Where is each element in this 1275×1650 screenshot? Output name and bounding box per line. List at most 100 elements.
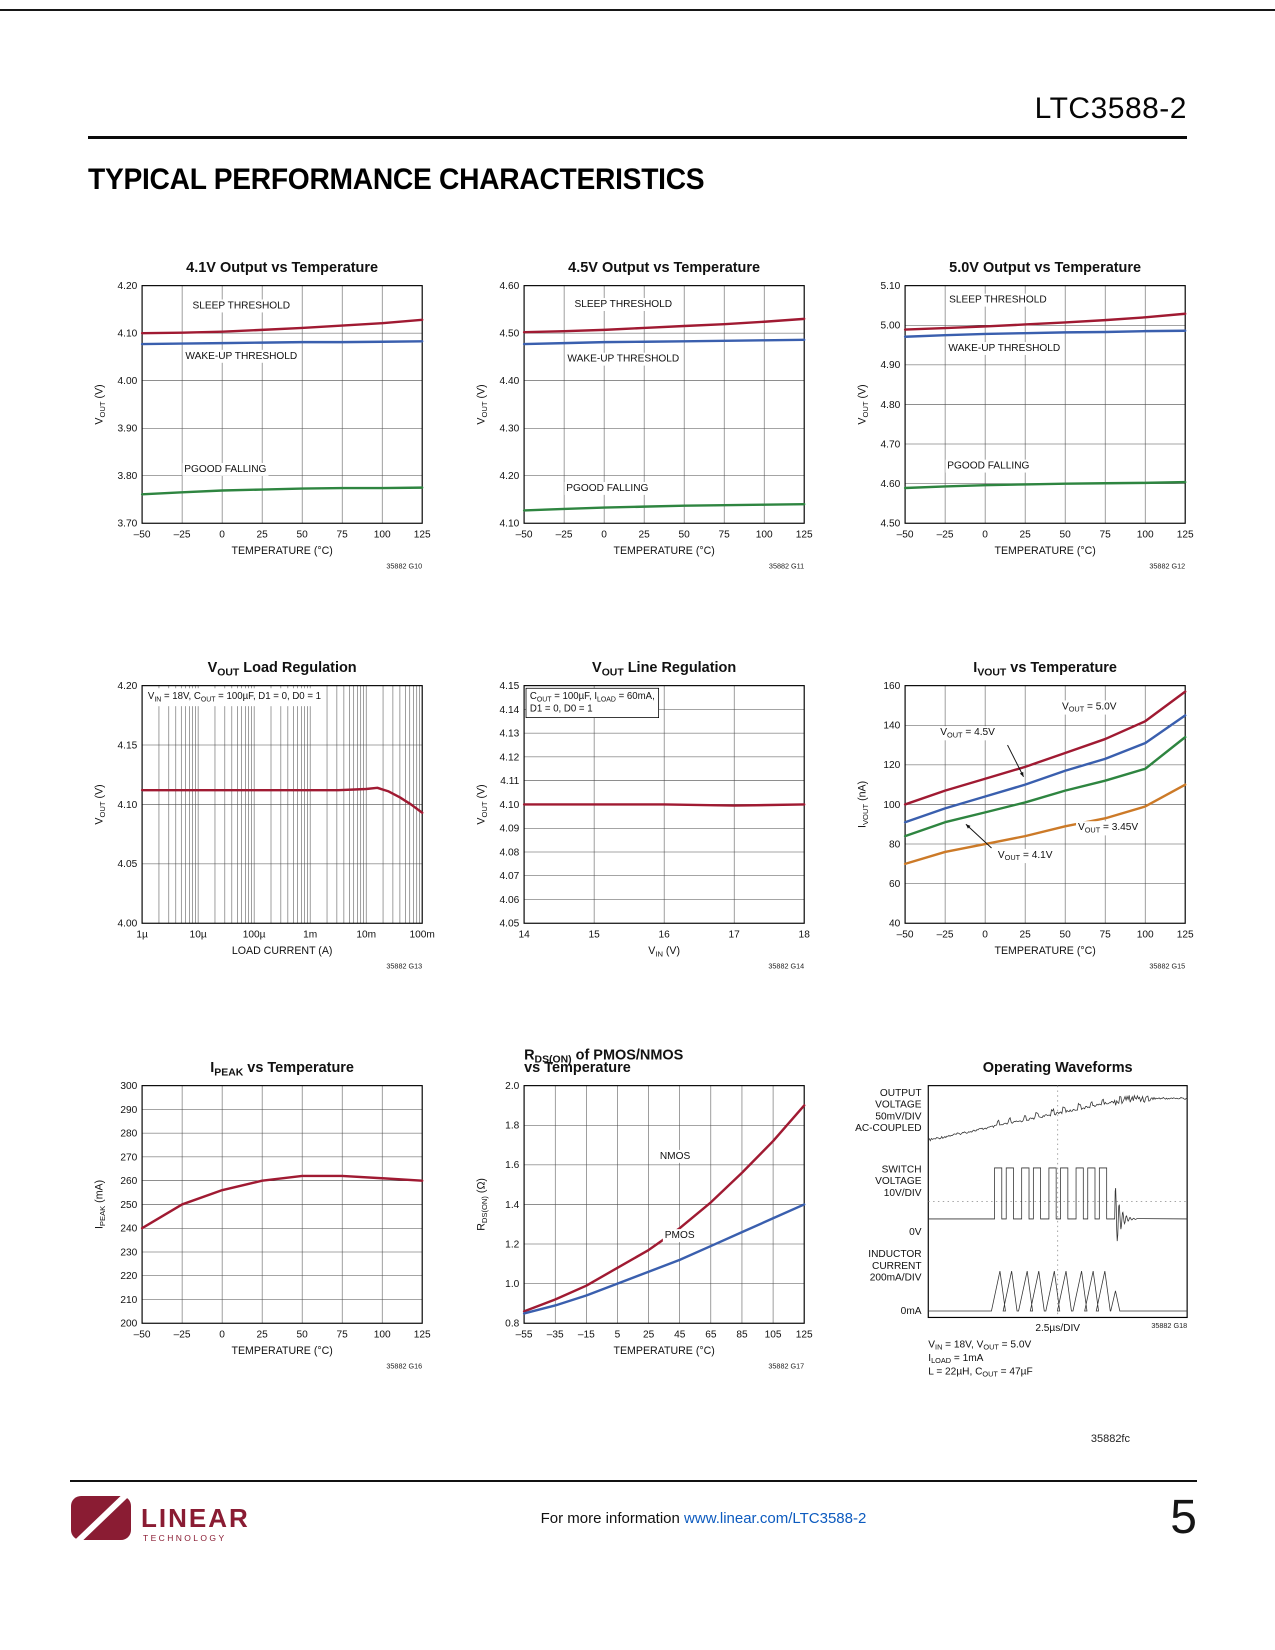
svg-text:50: 50 [678,530,690,541]
svg-text:100µ: 100µ [243,930,266,941]
svg-text:80: 80 [889,839,901,850]
svg-text:PMOS: PMOS [664,1230,694,1241]
svg-text:35882 G10: 35882 G10 [386,562,422,571]
svg-text:–25: –25 [937,930,954,941]
svg-text:125: 125 [795,530,812,541]
svg-text:4.09: 4.09 [499,824,519,835]
svg-text:WAKE-UP THRESHOLD: WAKE-UP THRESHOLD [185,351,297,362]
svg-text:280: 280 [120,1129,137,1140]
svg-text:0: 0 [219,1330,225,1341]
svg-text:5.00: 5.00 [881,321,901,332]
svg-text:IVOUT (nA): IVOUT (nA) [857,781,870,828]
svg-text:4.5V Output vs Temperature: 4.5V Output vs Temperature [568,260,760,276]
svg-text:50: 50 [297,1330,309,1341]
svg-text:TEMPERATURE (°C): TEMPERATURE (°C) [613,545,714,557]
svg-text:240: 240 [120,1224,137,1235]
svg-text:VOUT (V): VOUT (V) [93,784,106,824]
footer-row: LINEAR TECHNOLOGY For more information w… [70,1494,1197,1542]
svg-text:65: 65 [705,1330,717,1341]
svg-text:TEMPERATURE (°C): TEMPERATURE (°C) [231,1345,332,1357]
svg-text:100: 100 [1137,530,1154,541]
svg-text:1.2: 1.2 [505,1239,519,1250]
svg-text:25: 25 [257,530,269,541]
svg-text:TEMPERATURE (°C): TEMPERATURE (°C) [231,545,332,557]
chart-g14: VOUT Line Regulation 14 15 16 17 18 4.05 4.06 4.… [466,647,834,987]
footer-link[interactable]: www.linear.com/LTC3588-2 [684,1509,867,1527]
svg-text:4.70: 4.70 [881,439,901,450]
svg-text:VOUT (V): VOUT (V) [857,384,870,424]
svg-text:25: 25 [257,1330,269,1341]
chart-g17: RDS(ON) of PMOS/NMOS vs Temperature –55 –35… [466,1047,834,1387]
svg-text:4.40: 4.40 [499,376,519,387]
svg-text:VOUT = 4.5V: VOUT = 4.5V [941,727,996,739]
svg-text:TEMPERATURE (°C): TEMPERATURE (°C) [613,1345,714,1357]
svg-text:85: 85 [736,1330,748,1341]
svg-text:10m: 10m [356,930,376,941]
svg-text:160: 160 [884,681,901,692]
svg-text:4.12: 4.12 [499,752,519,763]
svg-text:4.05: 4.05 [118,859,138,870]
svg-text:2.5µs/DIV: 2.5µs/DIV [1036,1323,1081,1334]
svg-text:4.00: 4.00 [118,376,138,387]
svg-text:4.1V Output vs Temperature: 4.1V Output vs Temperature [186,260,378,276]
svg-text:INDUCTOR: INDUCTOR [869,1249,922,1260]
chart-g18: Operating Waveforms OUTPUT VOLTAGE 50mV/DIV… [847,1047,1215,1387]
chart-g15: IVOUT vs Temperature –50 –25 0 25 50 75 100 125 4… [847,647,1215,987]
svg-text:VIN = 18V, VOUT = 5.0V: VIN = 18V, VOUT = 5.0V [929,1339,1032,1351]
footer-info: For more information www.linear.com/LTC3… [330,1510,1077,1527]
svg-text:120: 120 [884,760,901,771]
svg-text:L = 22µH, COUT = 47µF: L = 22µH, COUT = 47µF [929,1366,1033,1378]
svg-text:15: 15 [588,930,600,941]
svg-text:140: 140 [884,721,901,732]
svg-text:35882 G16: 35882 G16 [386,1362,422,1371]
svg-text:125: 125 [1177,530,1194,541]
svg-text:220: 220 [120,1271,137,1282]
chart-svg-g12: 5.0V Output vs Temperature –50 –25 0 25 50 75 1… [857,260,1195,571]
svg-text:TEMPERATURE (°C): TEMPERATURE (°C) [995,945,1096,957]
svg-text:35882 G15: 35882 G15 [1150,962,1186,971]
svg-text:4.05: 4.05 [499,919,519,930]
svg-text:4.50: 4.50 [499,329,519,340]
chart-svg-g11: 4.5V Output vs Temperature –50 –25 0 25 50 75 1… [475,260,813,571]
charts-grid: 4.1V Output vs Temperature –50 –25 0 25 50 75 1… [84,247,1215,1387]
svg-text:IVOUT vs Temperature: IVOUT vs Temperature [974,660,1118,678]
svg-text:IPEAK (mA): IPEAK (mA) [93,1180,106,1229]
svg-text:NMOS: NMOS [660,1151,691,1162]
chart-svg-g10: 4.1V Output vs Temperature –50 –25 0 25 50 75 1… [93,260,431,571]
svg-text:5.0V Output vs Temperature: 5.0V Output vs Temperature [950,260,1142,276]
svg-text:RDS(ON) (Ω): RDS(ON) (Ω) [475,1178,488,1231]
svg-text:125: 125 [1177,930,1194,941]
svg-text:–25: –25 [174,1330,191,1341]
svg-text:SLEEP THRESHOLD: SLEEP THRESHOLD [574,299,672,310]
svg-text:4.10: 4.10 [499,519,519,530]
svg-text:–35: –35 [546,1330,563,1341]
svg-text:RDS(ON) of PMOS/NMOS: RDS(ON) of PMOS/NMOS [524,1048,684,1066]
svg-text:1.0: 1.0 [505,1279,519,1290]
logo-wordmark: LINEAR TECHNOLOGY [141,1505,250,1543]
svg-text:4.90: 4.90 [881,360,901,371]
svg-text:3.80: 3.80 [118,471,138,482]
chart-g11: 4.5V Output vs Temperature –50 –25 0 25 50 75 1… [466,247,834,587]
svg-text:IPEAK vs Temperature: IPEAK vs Temperature [210,1060,354,1078]
svg-text:75: 75 [337,530,349,541]
svg-text:1m: 1m [303,930,317,941]
svg-text:4.10: 4.10 [118,800,138,811]
svg-text:SWITCH: SWITCH [882,1165,922,1176]
svg-text:50: 50 [297,530,309,541]
svg-text:VOUT (V): VOUT (V) [475,384,488,424]
svg-text:–55: –55 [515,1330,532,1341]
svg-text:50: 50 [1060,530,1072,541]
svg-text:1.4: 1.4 [505,1200,519,1211]
svg-text:100: 100 [755,530,772,541]
svg-text:25: 25 [1020,530,1032,541]
svg-text:VOUT = 5.0V: VOUT = 5.0V [1062,701,1117,713]
svg-text:75: 75 [718,530,730,541]
svg-text:200: 200 [120,1319,137,1330]
svg-text:VOUT = 4.1V: VOUT = 4.1V [998,850,1053,862]
svg-text:35882 G13: 35882 G13 [386,962,422,971]
svg-text:WAKE-UP THRESHOLD: WAKE-UP THRESHOLD [567,354,679,365]
svg-text:PGOOD FALLING: PGOOD FALLING [184,464,266,475]
svg-text:100: 100 [1137,930,1154,941]
svg-text:OUTPUT: OUTPUT [880,1088,922,1099]
svg-text:PGOOD FALLING: PGOOD FALLING [948,461,1030,472]
